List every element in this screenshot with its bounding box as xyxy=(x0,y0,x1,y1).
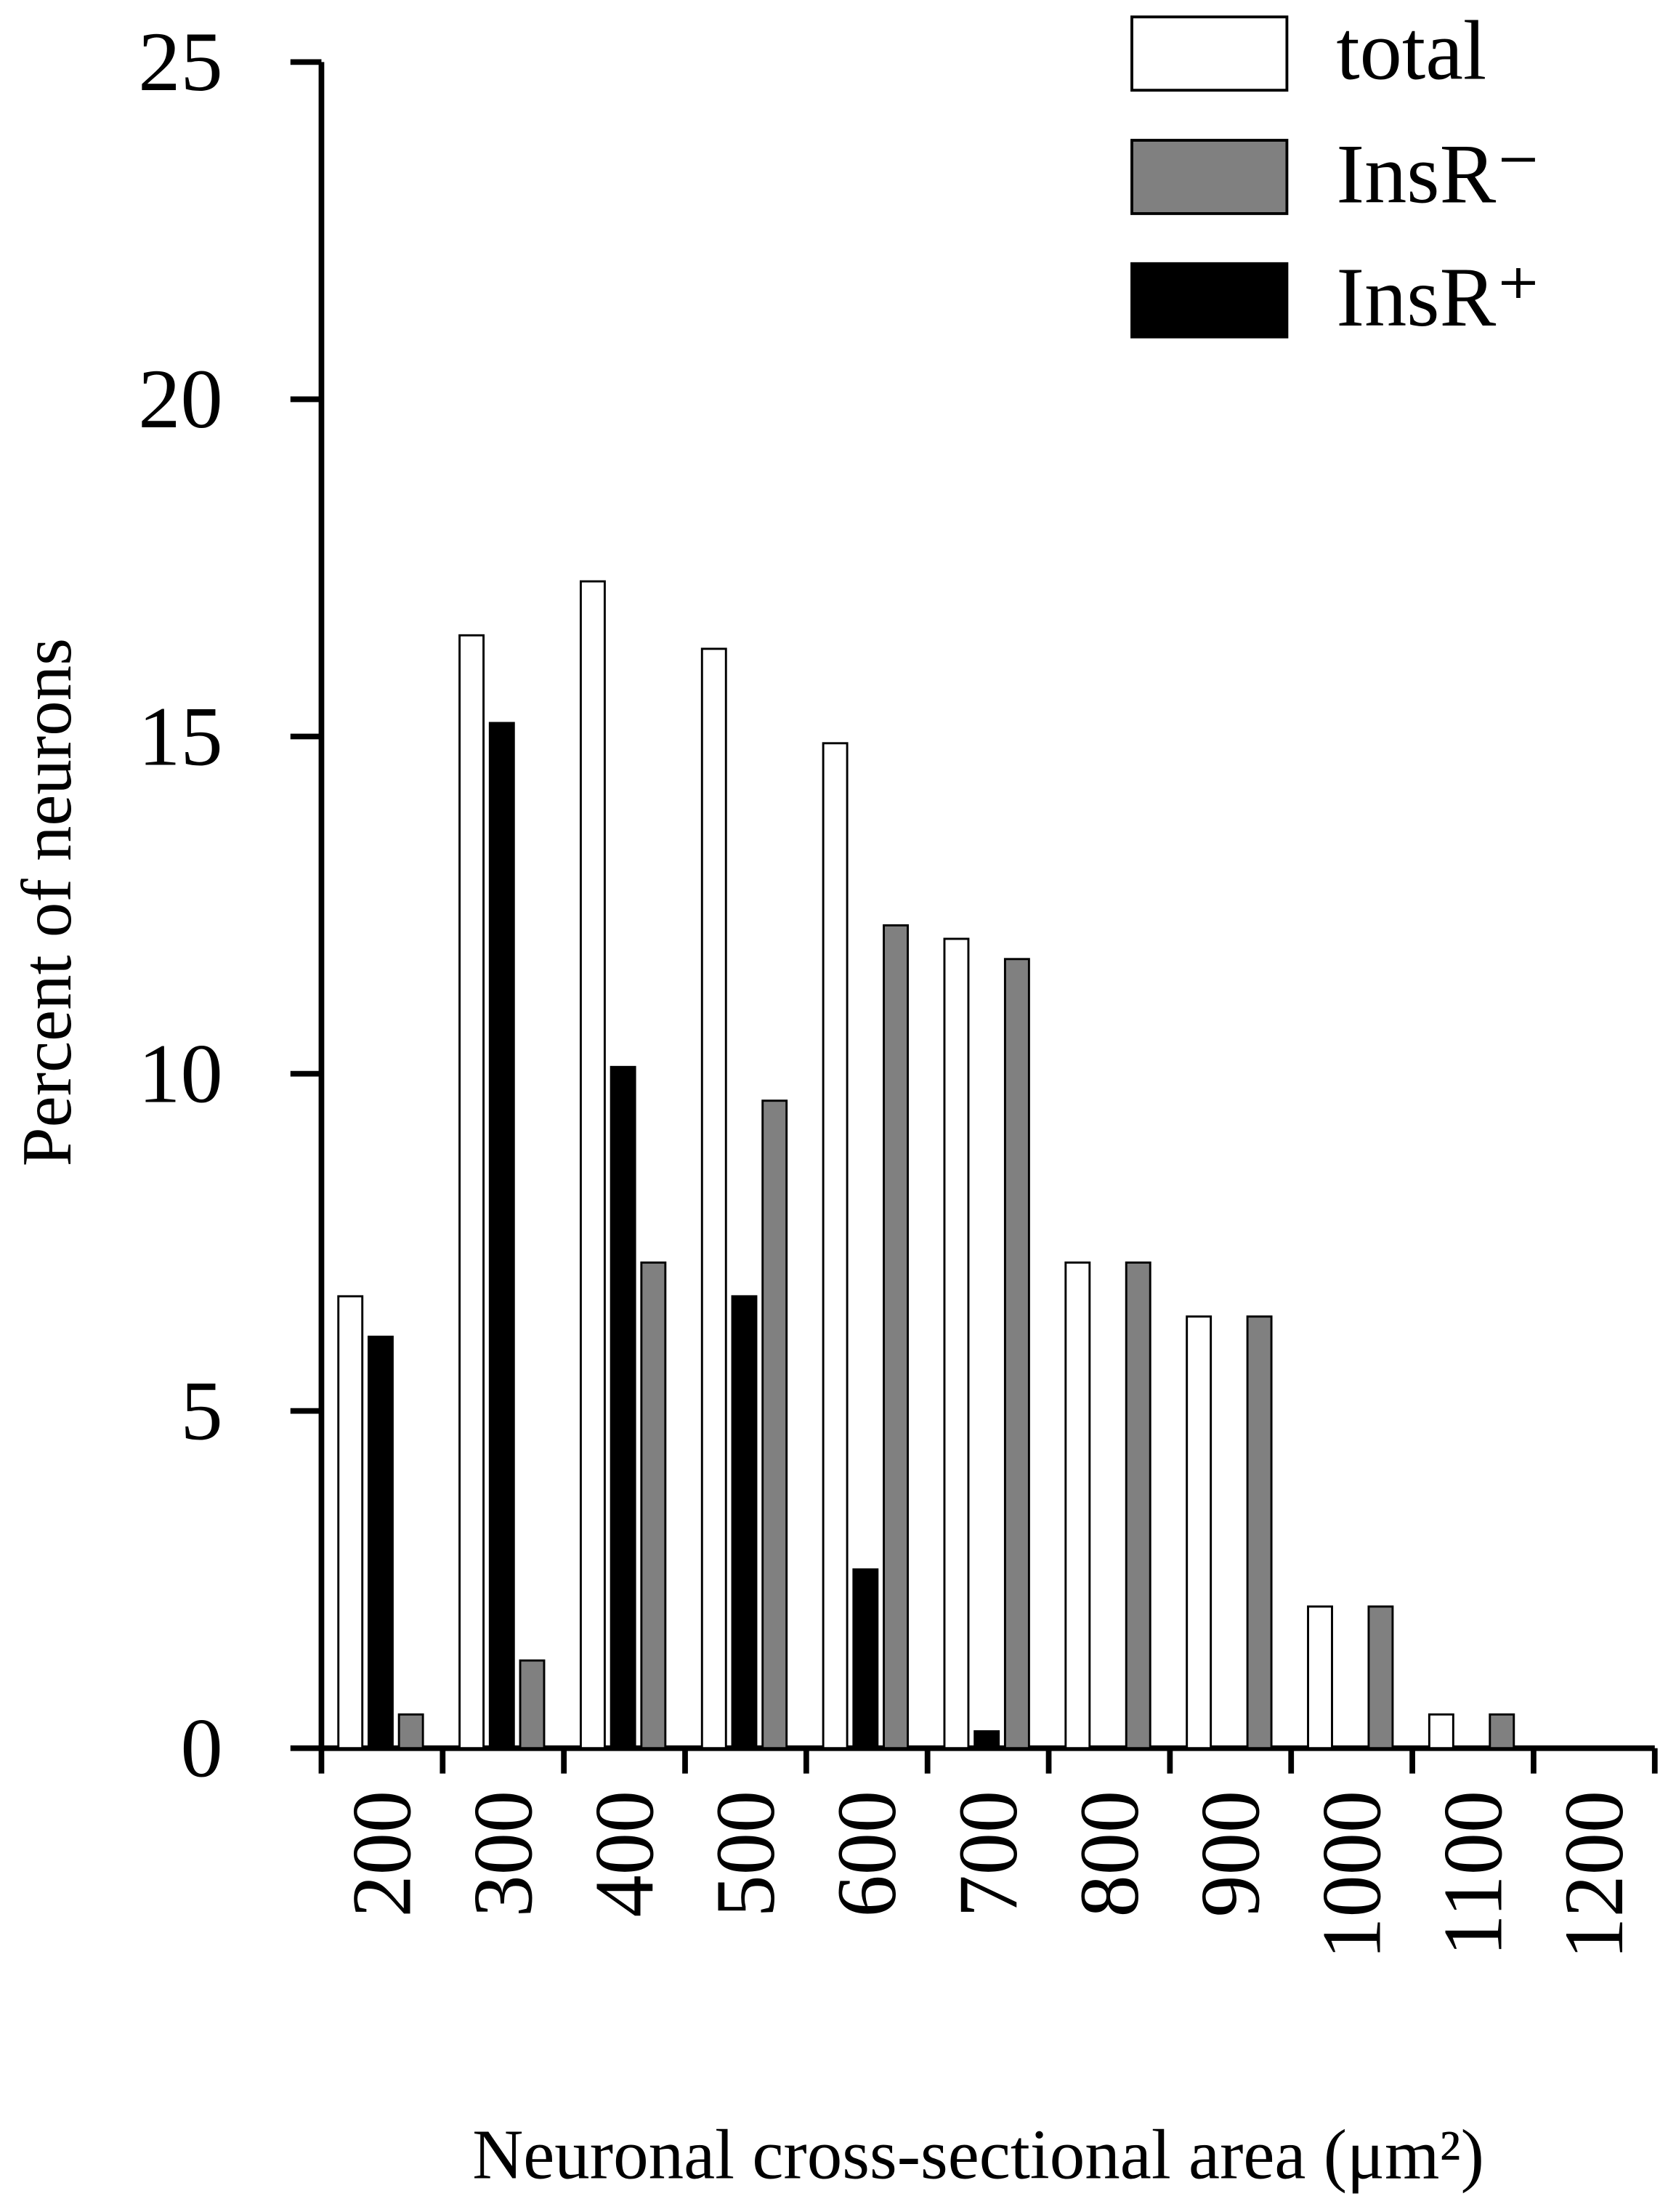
x-tick-label: 800 xyxy=(1063,1791,1157,1918)
bar xyxy=(852,1568,879,1750)
bar xyxy=(1064,1261,1091,1750)
bar xyxy=(1367,1605,1394,1750)
legend-label: InsR⁺ xyxy=(1336,251,1540,344)
y-tick-label: 25 xyxy=(138,15,222,109)
x-tick-label: 500 xyxy=(699,1791,793,1918)
bar xyxy=(1125,1261,1151,1750)
bar xyxy=(519,1659,546,1750)
bar xyxy=(1428,1713,1454,1750)
bar xyxy=(397,1713,424,1750)
legend-swatch xyxy=(1130,262,1289,339)
legend-swatch xyxy=(1130,139,1289,215)
legend-swatch xyxy=(1130,15,1289,92)
bar xyxy=(1003,958,1030,1750)
bar xyxy=(640,1261,667,1750)
y-tick-label: 20 xyxy=(138,352,222,446)
legend-label: total xyxy=(1336,4,1486,98)
bar xyxy=(700,647,727,1750)
bar xyxy=(761,1099,788,1750)
x-tick-label: 1200 xyxy=(1547,1791,1641,1960)
bar xyxy=(579,580,606,1750)
y-tick-label: 15 xyxy=(138,690,222,783)
bar xyxy=(1489,1713,1515,1750)
bar xyxy=(943,937,970,1750)
bar xyxy=(1186,1315,1213,1750)
x-tick-label: 400 xyxy=(578,1791,671,1918)
x-tick-label: 200 xyxy=(336,1791,429,1918)
x-tick-label: 700 xyxy=(942,1791,1035,1918)
y-axis-label: Percent of neurons xyxy=(8,638,86,1166)
bar xyxy=(1307,1605,1333,1750)
legend-label: InsR⁻ xyxy=(1336,127,1540,221)
x-tick-label: 600 xyxy=(820,1791,914,1918)
y-tick-label: 0 xyxy=(180,1702,222,1796)
bar xyxy=(458,634,485,1750)
bar xyxy=(610,1065,636,1750)
bar xyxy=(367,1336,394,1750)
bar xyxy=(822,742,849,1750)
bar xyxy=(1246,1315,1273,1750)
y-tick-label: 5 xyxy=(180,1364,222,1458)
y-tick-label: 10 xyxy=(138,1027,222,1121)
bar xyxy=(337,1295,364,1750)
bar xyxy=(973,1730,1000,1750)
bar xyxy=(488,722,515,1750)
x-axis-label: Neuronal cross-sectional area (μm²) xyxy=(472,2115,1484,2193)
x-tick-label: 1000 xyxy=(1305,1791,1398,1960)
bar xyxy=(883,924,909,1750)
bar xyxy=(731,1295,758,1750)
x-tick-label: 900 xyxy=(1184,1791,1278,1918)
x-tick-label: 1100 xyxy=(1426,1791,1520,1956)
x-tick-label: 300 xyxy=(457,1791,551,1918)
